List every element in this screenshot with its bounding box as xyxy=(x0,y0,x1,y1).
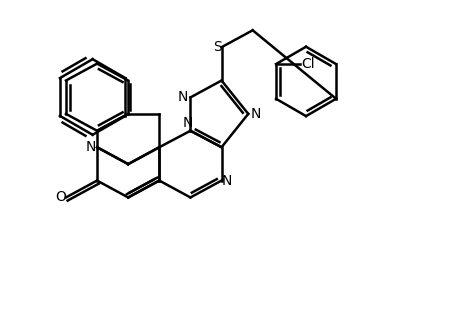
Text: N: N xyxy=(177,90,187,105)
Text: N: N xyxy=(183,116,193,130)
Text: N: N xyxy=(221,174,231,187)
Text: Cl: Cl xyxy=(301,57,314,71)
Text: N: N xyxy=(85,140,95,154)
Text: S: S xyxy=(213,40,222,54)
Text: N: N xyxy=(250,107,261,121)
Text: O: O xyxy=(55,191,66,204)
